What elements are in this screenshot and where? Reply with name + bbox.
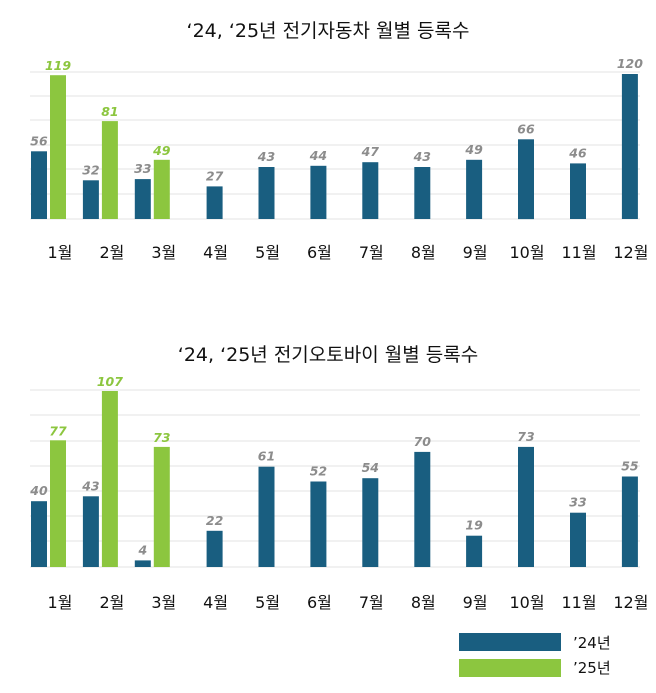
legend-swatch-24: [459, 633, 561, 651]
bar-2024-1: [31, 501, 47, 567]
value-label-2024-4: 22: [206, 513, 223, 528]
category-label-8: 8월: [411, 593, 436, 612]
chart-title-ev: ‘24, ‘25년 전기자동차 월별 등록수: [187, 20, 470, 42]
value-label-2024-5: 61: [258, 449, 275, 464]
value-label-2025-1: 119: [45, 58, 71, 73]
value-label-2024-6: 52: [310, 464, 327, 479]
value-label-2024-4: 27: [206, 168, 224, 183]
value-label-2024-11: 46: [568, 145, 587, 160]
bar-2024-5: [258, 466, 275, 567]
legend: ’24년 ’25년: [459, 633, 611, 677]
category-label-6: 6월: [307, 243, 332, 262]
value-label-2024-10: 66: [517, 121, 535, 136]
category-label-9: 9월: [463, 593, 488, 612]
value-label-2024-1: 40: [29, 483, 48, 498]
bar-2025-2: [101, 391, 118, 567]
bar-2024-5: [258, 167, 275, 219]
bar-2024-10: [518, 139, 534, 220]
chart-title-emotorcycle: ‘24, ‘25년 전기오토바이 월별 등록수: [178, 344, 478, 366]
value-label-2024-2: 43: [81, 478, 99, 493]
bar-2025-3: [153, 159, 170, 219]
category-label-2: 2월: [99, 593, 124, 612]
bar-2024-2: [82, 180, 99, 219]
value-label-2024-9: 19: [465, 518, 483, 533]
value-label-2025-2: 81: [101, 104, 118, 119]
bar-2024-4: [206, 186, 223, 219]
legend-label-24: ’24년: [573, 634, 611, 652]
value-label-2024-12: 120: [617, 56, 643, 71]
bar-2024-4: [206, 530, 223, 567]
bar-2024-11: [570, 512, 586, 567]
value-label-2024-12: 55: [621, 459, 639, 474]
value-label-2024-7: 54: [362, 460, 379, 475]
category-label-7: 7월: [359, 243, 384, 262]
value-label-2024-3: 33: [134, 161, 151, 176]
bar-2024-6: [310, 165, 327, 219]
chart-emotorcycle: 40 77 1월 43 107 2월 4 73 3월 22 4월 61 5월 52 6월 54 7월 70 8월 19…: [29, 374, 648, 612]
bar-2025-1: [50, 75, 66, 219]
bar-2024-2: [82, 496, 99, 567]
category-label-7: 7월: [359, 593, 384, 612]
category-label-4: 4월: [203, 243, 228, 262]
category-label-10: 10월: [509, 593, 544, 612]
bar-2024-3: [134, 560, 151, 567]
chart-ev: 561191월32812월33493월274월435월446월477월438월4…: [30, 56, 648, 262]
value-label-2024-7: 47: [361, 144, 380, 159]
value-label-2024-11: 33: [569, 495, 586, 510]
bar-2025-2: [101, 121, 118, 219]
category-label-2: 2월: [99, 243, 124, 262]
bar-2024-12: [621, 74, 638, 219]
value-label-2024-1: 56: [30, 133, 48, 148]
bar-2024-11: [570, 163, 586, 219]
value-label-2024-9: 49: [464, 142, 483, 157]
category-label-4: 4월: [203, 593, 228, 612]
value-label-2025-2: 107: [97, 374, 123, 389]
value-label-2024-5: 43: [257, 149, 275, 164]
bar-2024-9: [466, 159, 483, 219]
bar-2024-7: [362, 478, 379, 567]
category-label-5: 5월: [255, 243, 280, 262]
value-label-2025-3: 73: [153, 430, 170, 445]
category-label-12: 12월: [613, 593, 648, 612]
value-label-2024-6: 44: [309, 148, 327, 163]
category-label-11: 11월: [561, 243, 596, 262]
category-label-1: 1월: [48, 593, 73, 612]
category-label-10: 10월: [509, 243, 544, 262]
legend-label-25: ’25년: [573, 659, 611, 677]
legend-swatch-25: [459, 659, 561, 677]
bar-2024-8: [414, 167, 431, 219]
value-label-2025-1: 77: [49, 423, 67, 438]
bar-2024-9: [466, 535, 483, 567]
value-label-2024-10: 73: [517, 429, 534, 444]
category-label-8: 8월: [411, 243, 436, 262]
bar-2024-12: [621, 476, 638, 567]
category-label-11: 11월: [561, 593, 596, 612]
category-label-12: 12월: [613, 243, 648, 262]
category-label-1: 1월: [48, 243, 73, 262]
bar-2024-8: [414, 451, 431, 567]
bar-2024-6: [310, 481, 327, 567]
bar-2024-10: [518, 446, 534, 567]
category-label-3: 3월: [151, 243, 176, 262]
category-label-9: 9월: [463, 243, 488, 262]
bar-2025-3: [153, 446, 170, 567]
category-label-5: 5월: [255, 593, 280, 612]
category-label-6: 6월: [307, 593, 332, 612]
bar-2024-1: [31, 151, 47, 219]
category-label-3: 3월: [151, 593, 176, 612]
bar-2024-3: [134, 179, 151, 219]
value-label-2025-3: 49: [152, 143, 171, 158]
bar-2024-7: [362, 162, 379, 219]
value-label-2024-3: 4: [137, 542, 147, 557]
bar-2025-1: [50, 440, 66, 567]
value-label-2024-2: 32: [82, 162, 99, 177]
value-label-2024-8: 43: [413, 149, 431, 164]
value-label-2024-8: 70: [414, 434, 432, 449]
